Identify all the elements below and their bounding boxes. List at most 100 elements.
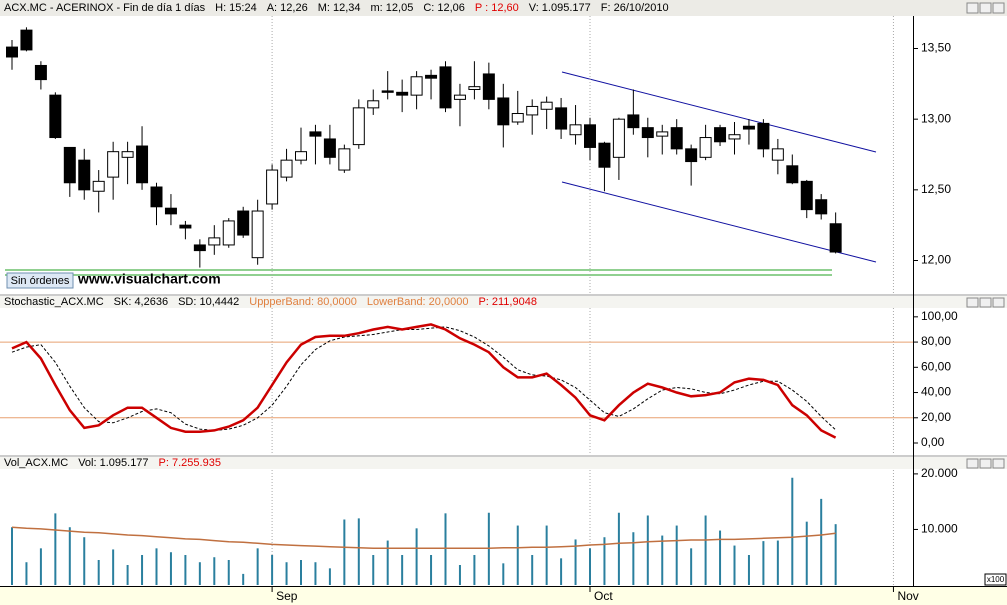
y-tick-label: 20.000 (921, 466, 958, 480)
y-tick-label: 12,00 (921, 253, 951, 267)
x-tick-label: Nov (897, 589, 918, 603)
unit-label: x100 (987, 575, 1005, 584)
x-tick-label: Sep (276, 589, 298, 603)
unit-box (984, 573, 1007, 586)
candle-body (742, 125, 755, 130)
candle-body (526, 105, 539, 116)
y-tick-label: 13,50 (921, 41, 951, 55)
candle-body (6, 46, 18, 58)
candle-body (237, 210, 250, 236)
candle-body (78, 159, 91, 191)
close-button[interactable] (992, 297, 1005, 308)
candle-body (280, 159, 293, 178)
candle-body (627, 114, 640, 129)
candle-body (482, 73, 495, 100)
panel-info: F: 26/10/2010 (601, 2, 669, 14)
panel-info: P : 12,60 (475, 2, 519, 14)
candle-body (641, 127, 654, 139)
candle-body (540, 101, 553, 110)
candle-body (63, 146, 76, 184)
trend-line (561, 181, 877, 263)
candle-body (728, 134, 741, 140)
candle-body (685, 148, 698, 163)
candle-body (829, 223, 842, 253)
candle-body (425, 74, 438, 79)
panel-info: Vol: 1.095.177 (78, 457, 148, 469)
minimize-button[interactable] (966, 297, 979, 308)
panel-info: V: 1.095.177 (529, 2, 591, 14)
candle-body (555, 107, 568, 130)
stochastic-line (11, 326, 836, 431)
candle-body (612, 118, 625, 158)
candle-body (150, 186, 163, 208)
candle-body (410, 76, 423, 96)
panel-info: SK: 4,2636 (114, 296, 168, 308)
close-button[interactable] (992, 2, 1005, 14)
candle-body (222, 220, 235, 246)
candle-body (453, 94, 466, 100)
candle-body (179, 224, 192, 229)
x-tick-label: Oct (594, 589, 613, 603)
candle-body (670, 127, 683, 150)
candle-body (309, 131, 322, 137)
y-tick-label: 60,00 (921, 359, 951, 373)
candle-body (193, 244, 206, 252)
panel-info: UppperBand: 80,0000 (249, 296, 357, 308)
candle-body (396, 91, 409, 96)
candle-body (107, 151, 120, 178)
panel-header: Vol_ACX.MC Vol: 1.095.177 P: 7.255.935 (4, 457, 221, 469)
candle-body (714, 127, 727, 143)
stochastic-line (11, 323, 837, 439)
candle-body (136, 145, 149, 184)
candle-body (800, 180, 813, 211)
header-bar (0, 457, 1007, 469)
trend-line (561, 71, 877, 153)
close-button[interactable] (992, 458, 1005, 469)
panel-info: H: 15:24 (215, 2, 257, 14)
candle-body (251, 210, 264, 259)
candle-body (323, 138, 336, 158)
panel-info: A: 12,26 (267, 2, 308, 14)
candle-body (771, 148, 784, 161)
maximize-button[interactable] (979, 458, 992, 469)
y-tick-label: 100,00 (921, 309, 958, 323)
candle-body (699, 137, 712, 158)
candle-body (352, 107, 365, 146)
candle-body (381, 90, 394, 93)
panel-info: m: 12,05 (371, 2, 414, 14)
candle-body (49, 94, 62, 139)
y-tick-label: 40,00 (921, 385, 951, 399)
y-tick-label: 0,00 (921, 435, 945, 449)
minimize-button[interactable] (966, 2, 979, 14)
candle-body (656, 131, 669, 137)
orders-button-label[interactable]: Sin órdenes (11, 275, 70, 287)
maximize-button[interactable] (979, 297, 992, 308)
volume-average (11, 526, 836, 550)
candle-body (121, 151, 134, 158)
y-tick-label: 12,50 (921, 182, 951, 196)
candle-body (338, 148, 351, 171)
watermark: www.visualchart.com (77, 271, 221, 287)
candle-body (815, 199, 828, 215)
orders-button[interactable] (6, 272, 74, 289)
x-axis-strip (0, 587, 1007, 605)
window-buttons[interactable] (966, 2, 1005, 469)
maximize-button[interactable] (979, 2, 992, 14)
panel-title: Vol_ACX.MC (4, 457, 68, 469)
candle-body (511, 113, 524, 123)
panel-title: Stochastic_ACX.MC (4, 296, 104, 308)
panel-info: LowerBand: 20,0000 (367, 296, 469, 308)
y-tick-label: 20,00 (921, 410, 951, 424)
header-bar (0, 296, 1007, 308)
minimize-button[interactable] (966, 458, 979, 469)
candle-body (164, 207, 177, 215)
candle-body (367, 100, 380, 109)
candle-body (20, 29, 33, 51)
panel-info: P: 7.255.935 (159, 457, 221, 469)
candle-body (266, 169, 279, 205)
candle-body (439, 66, 452, 109)
panel-info: M: 12,34 (318, 2, 361, 14)
candle-body (34, 64, 47, 81)
y-tick-label: 13,00 (921, 111, 951, 125)
